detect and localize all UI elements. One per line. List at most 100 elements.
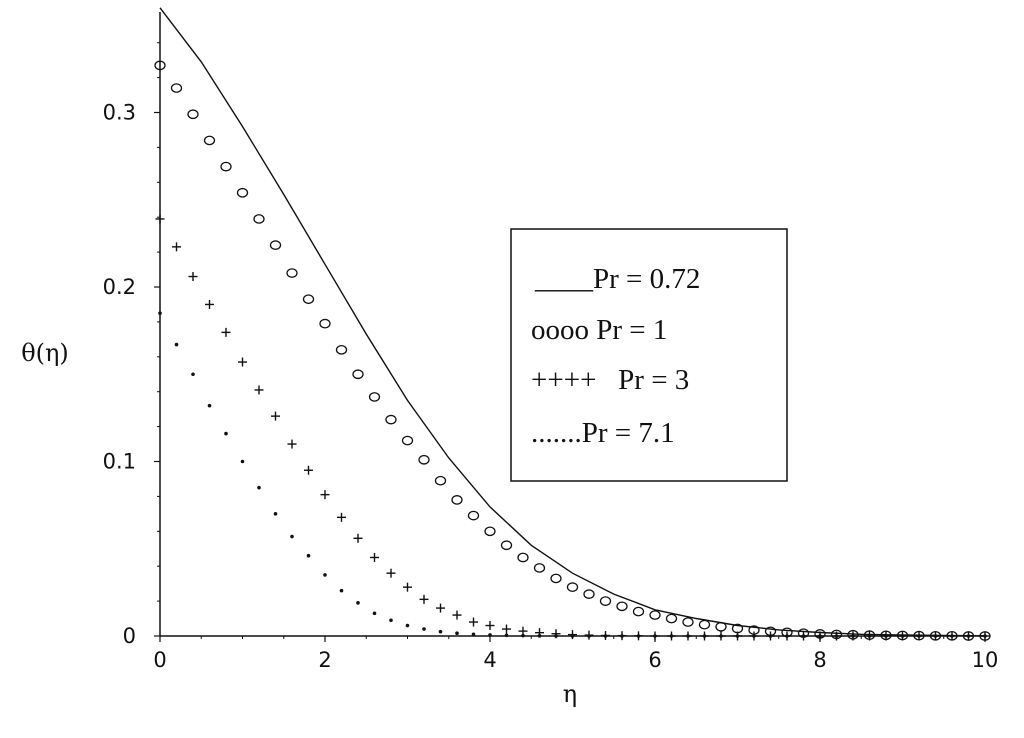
circle-point [632,606,645,617]
dot-point [917,634,921,638]
circle-point [385,414,397,425]
plus-point [370,552,379,562]
plot-area: 0 2 4 6 8 10 0 0.1 0.2 0.3 [103,12,999,672]
circle-point [335,344,348,355]
circle-point [616,601,628,612]
plus-point [320,490,330,500]
circle-point [599,596,612,606]
circle-point [203,135,216,146]
dot-point [488,633,492,637]
plus-point [287,439,297,449]
plus-point [238,357,247,367]
circle-point [220,161,232,172]
circle-point [434,475,447,486]
plus-point [221,327,231,337]
dot-point [933,634,938,638]
plus-point [172,242,181,252]
legend-entry-pr-072: ____Pr = 0.72 [534,263,700,295]
circle-point [533,563,546,573]
circle-point [253,214,265,224]
dot-point [158,311,162,315]
dot-point [983,634,987,638]
dot-point [570,634,575,638]
x-axis-title: η [563,680,577,708]
circle-point [698,619,711,630]
dot-point [735,634,740,638]
circle-point [319,318,331,329]
dot-point [372,611,377,616]
legend: ____Pr = 0.72 oooo Pr = 1 ++++ Pr = 3 ..… [510,228,788,482]
dot-point [768,634,773,638]
plus-point [188,272,198,282]
dot-point [174,342,179,347]
dot-point [851,634,855,638]
circle-point [500,540,513,551]
circle-point [484,526,496,537]
plus-point [419,594,429,604]
plus-point [155,214,165,224]
circle-point [302,294,315,305]
legend-entry-pr-3: ++++ Pr = 3 [531,364,689,396]
y-tick-label: 0.2 [103,275,136,299]
dot-point [587,634,591,638]
dot-point [207,403,212,408]
dot-point [834,634,839,638]
dot-point [339,588,344,593]
dot-point [966,634,971,638]
x-tick-label: 2 [318,648,331,672]
x-tick-label: 10 [972,648,999,672]
dot-point [867,634,872,638]
x-tick-label: 8 [813,648,826,672]
dot-point [323,573,327,577]
dot-point [521,633,525,638]
legend-entry-pr-71: .......Pr = 7.1 [531,417,675,449]
plus-point [353,533,363,543]
dot-point [273,512,278,516]
dot-point [785,634,789,638]
dot-point [620,634,624,638]
plus-point [485,621,495,631]
circle-point [236,187,249,198]
circle-point [352,369,364,380]
plus-point [337,512,346,522]
dot-point [752,634,756,638]
plus-point [452,610,462,620]
plus-point [403,582,412,592]
circle-point [665,613,678,624]
dot-point [471,632,476,637]
circle-point [682,617,694,627]
y-tick-label: 0.3 [103,101,136,125]
y-tick-label: 0.1 [103,450,136,474]
circle-point [187,109,199,120]
legend-box [510,228,788,482]
dot-point [636,634,641,638]
dot-point [537,634,542,638]
dot-point [405,623,410,628]
plus-point [502,624,511,634]
dot-point [702,634,707,638]
plus-point [304,465,313,475]
series-layer [154,7,991,641]
dot-point [224,431,228,436]
dot-point [306,553,311,558]
series-dots [158,311,987,638]
dot-point [801,634,806,638]
circle-point [550,573,562,584]
dot-point [240,459,245,464]
dot-point [603,634,608,638]
circle-point [154,60,166,71]
x-tick-label: 6 [648,648,661,672]
dot-point [191,372,195,377]
dot-point [900,634,905,638]
x-tick-label: 4 [483,648,496,672]
circle-point [418,454,430,465]
plus-point [469,617,478,627]
dot-point [818,634,822,638]
plus-point [205,299,214,309]
circle-point [583,589,595,599]
dot-point [950,634,954,638]
circle-point [170,83,183,93]
plus-point [254,385,264,395]
dot-point [884,634,888,638]
